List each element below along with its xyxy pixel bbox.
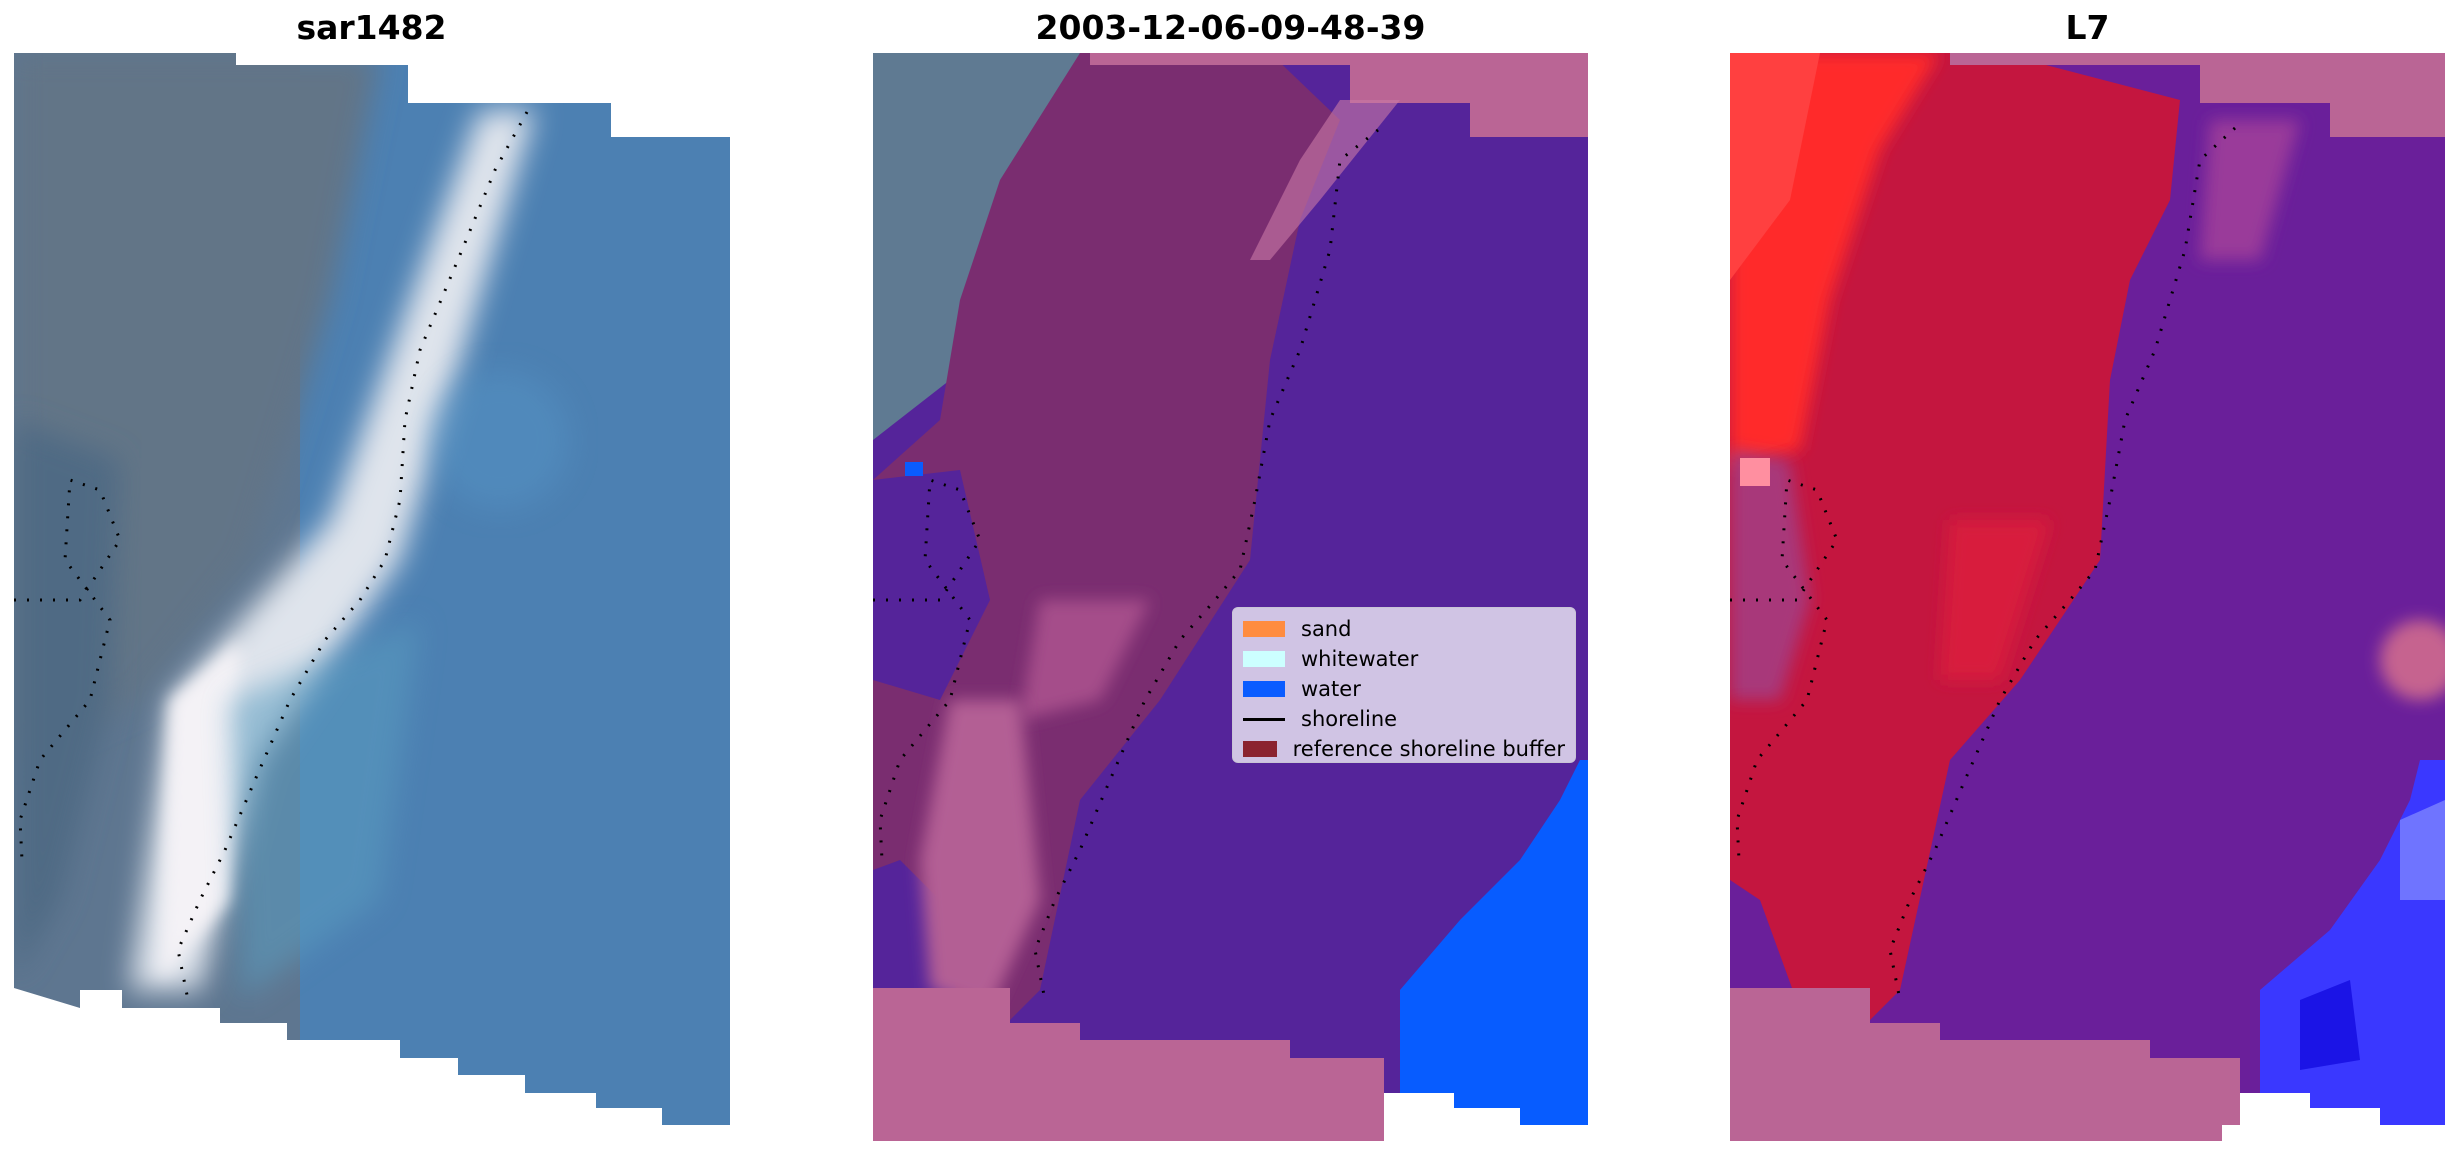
legend-item-shoreline: shoreline: [1243, 704, 1565, 734]
legend-label-buffer: reference shoreline buffer: [1292, 737, 1565, 761]
panel-title-classified: 2003-12-06-09-48-39: [1035, 8, 1426, 47]
legend: sand whitewater water shoreline referenc…: [1232, 607, 1576, 763]
shoreline-panel-1: [14, 111, 529, 1001]
index-image: [1730, 53, 2445, 1141]
panel-title-rgb: sar1482: [296, 8, 447, 47]
legend-item-reference-shoreline-buffer: reference shoreline buffer: [1243, 734, 1565, 764]
sand-swatch: [1243, 621, 1285, 637]
buffer-swatch: [1243, 741, 1277, 757]
water-swatch: [1243, 681, 1285, 697]
legend-label-water: water: [1301, 677, 1361, 701]
legend-label-shoreline: shoreline: [1301, 707, 1398, 731]
whitewater-swatch: [1243, 651, 1285, 667]
shoreline-line-swatch: [1243, 717, 1285, 721]
rgb-satellite-image: [14, 53, 730, 1125]
legend-item-water: water: [1243, 674, 1565, 704]
legend-label-whitewater: whitewater: [1301, 647, 1419, 671]
legend-label-sand: sand: [1301, 617, 1352, 641]
panel-title-index: L7: [2065, 8, 2110, 47]
legend-item-sand: sand: [1243, 614, 1565, 644]
legend-item-whitewater: whitewater: [1243, 644, 1565, 674]
classified-image: [873, 53, 1588, 1141]
